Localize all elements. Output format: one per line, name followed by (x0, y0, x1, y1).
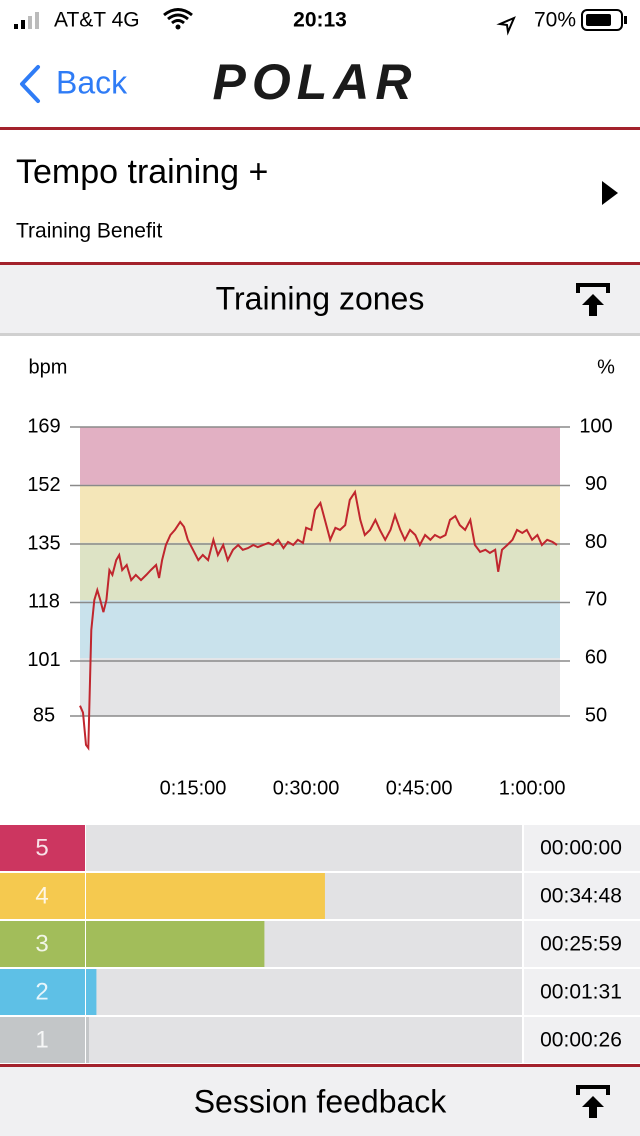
zone-time-cell (524, 825, 640, 871)
zone-track (86, 1017, 522, 1063)
zone-band (80, 484, 560, 543)
zone-number: 1 (35, 1026, 48, 1053)
zone-label-cell (0, 873, 85, 919)
zone-time: 00:01:31 (540, 981, 622, 1004)
location-icon (496, 16, 516, 36)
footer (0, 1067, 640, 1136)
divider (0, 127, 640, 130)
y-tick-label: 85 (33, 704, 55, 726)
y2-tick-label: 70 (585, 589, 607, 611)
section-shadow (0, 333, 640, 336)
header-title: Tempo training + (16, 153, 268, 191)
y2-tick-label: 80 (585, 531, 607, 553)
zone-time: 00:34:48 (540, 885, 622, 908)
battery-percent: 70% (534, 9, 576, 32)
zone-bar (86, 969, 97, 1015)
back-label[interactable]: Back (56, 64, 128, 100)
zone-bars: 5 00:00:00 4 00:34:48 3 00:25:59 2 00:01:31 1 00:… (0, 825, 640, 1063)
wifi-dot (175, 24, 181, 30)
zone-time-cell (524, 969, 640, 1015)
section-header (0, 265, 640, 333)
zone-label-cell (0, 1017, 85, 1063)
header-row[interactable]: Tempo training + Training Benefit (0, 130, 640, 262)
x-tick-label: 0:45:00 (386, 777, 453, 799)
x-tick-label: 0:15:00 (160, 777, 227, 799)
zone-band (80, 658, 560, 716)
zone-bar (86, 873, 325, 919)
carrier: AT&T 4G (54, 9, 140, 32)
zone-number: 3 (35, 930, 48, 957)
zone-time-cell (524, 873, 640, 919)
zone-time: 00:00:00 (540, 837, 622, 860)
chevron (602, 181, 618, 205)
y-tick-label: 169 (27, 415, 60, 437)
y2-tick-label: 90 (585, 473, 607, 495)
back-button[interactable]: Back (20, 64, 128, 103)
zone-bar (86, 921, 265, 967)
zone-number: 2 (35, 978, 48, 1005)
x-tick-label: 0:30:00 (273, 777, 340, 799)
zone-band (80, 600, 560, 659)
zone-track (86, 825, 522, 871)
heart-rate-line (79, 489, 558, 751)
battery-level (586, 14, 611, 26)
y2-tick-label: 100 (579, 415, 612, 437)
x-tick-label: 1:00:00 (499, 777, 566, 799)
logo: POLAR (213, 54, 418, 110)
zone-bar (86, 1017, 89, 1063)
zone-time-cell (524, 1017, 640, 1063)
y2-tick-label: 50 (585, 704, 607, 726)
collapse-icon[interactable] (576, 283, 610, 316)
battery-icon (581, 9, 623, 31)
signal-icon (14, 12, 39, 29)
y-tick-label: 118 (28, 591, 60, 613)
y-axis-label: bpm (29, 356, 68, 378)
zone-number: 4 (35, 882, 48, 909)
clock: 20:13 (293, 9, 347, 32)
divider (0, 1064, 640, 1067)
zone-label-cell (0, 921, 85, 967)
y-tick-label: 101 (27, 649, 60, 671)
battery-tip (624, 16, 627, 24)
zone-label-cell (0, 969, 85, 1015)
y2-tick-label: 60 (585, 646, 607, 668)
zone-band (80, 427, 560, 485)
y-tick-label: 135 (27, 532, 60, 554)
zone-label-cell (0, 825, 85, 871)
footer-title: Session feedback (194, 1083, 448, 1119)
heart-rate-chart: bpm % 85 101 118 135 152 169 50 60 70 80 90 100 0:15:0… (27, 356, 615, 799)
zone-number: 5 (35, 834, 48, 861)
zone-track (86, 969, 522, 1015)
y2-axis-label: % (597, 356, 615, 378)
zone-time: 00:25:59 (540, 933, 622, 956)
collapse-icon[interactable] (576, 1085, 610, 1118)
divider (0, 262, 640, 265)
zone-time-cell (524, 921, 640, 967)
zone-time: 00:00:26 (540, 1029, 622, 1052)
y-tick-label: 152 (27, 474, 60, 496)
section-title: Training zones (216, 280, 425, 316)
wifi-icon (163, 8, 193, 25)
header-subtitle: Training Benefit (16, 220, 162, 243)
